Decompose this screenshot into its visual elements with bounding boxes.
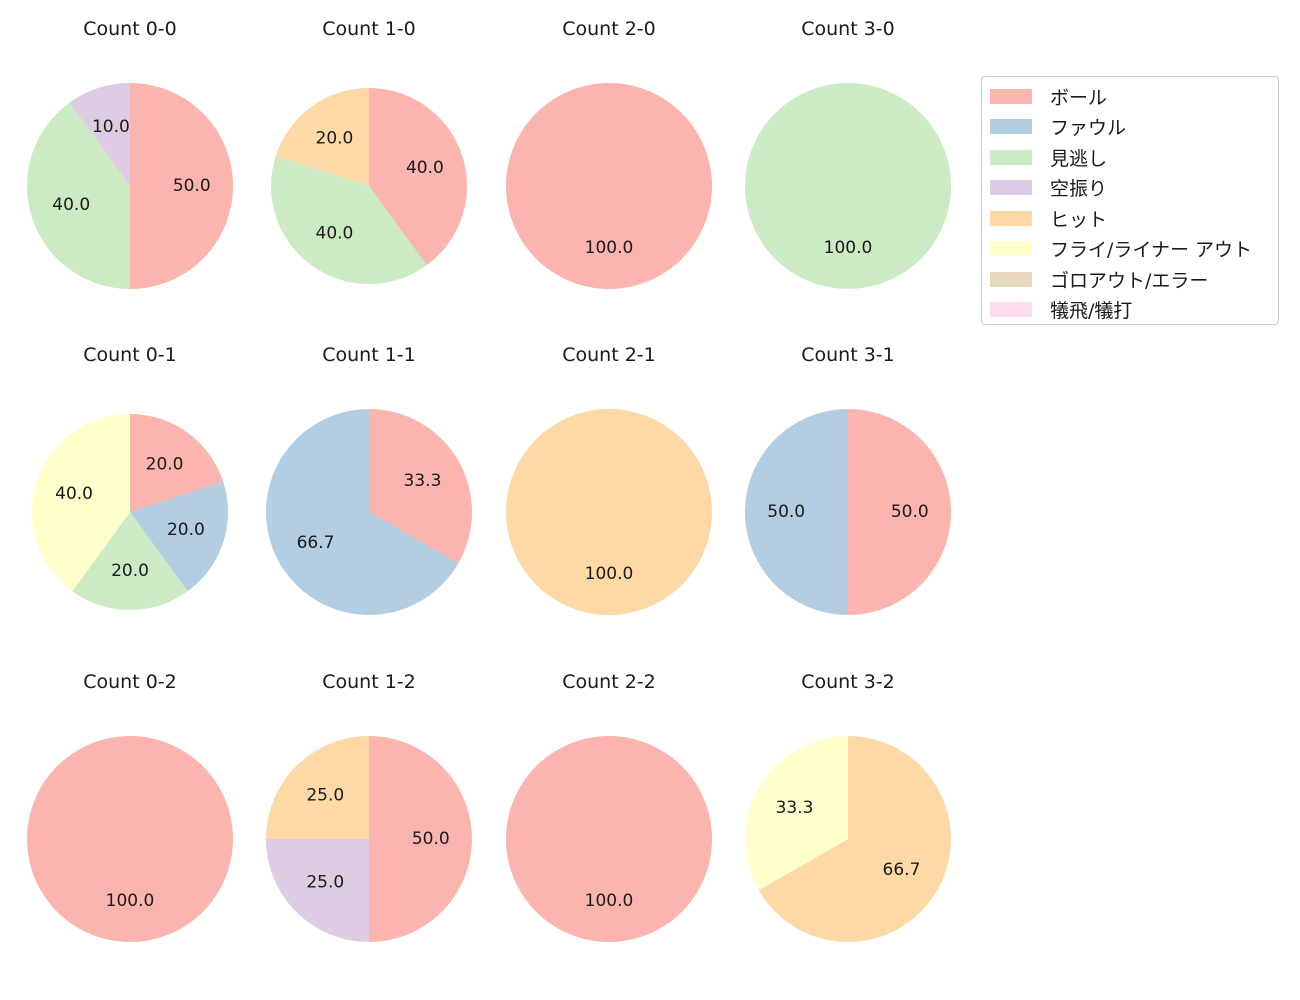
legend-swatch [990,149,1032,165]
pie-slice [745,83,951,289]
pie-slice [266,409,459,616]
slice-label: 100.0 [585,238,634,258]
slice-label: 50.0 [891,502,929,522]
slice-label: 40.0 [406,158,444,178]
pie-count-2-0: Count 2-0 100.0 [506,18,712,289]
legend-swatch [990,180,1032,196]
legend-item: ファウル [982,112,1278,143]
slice-label: 33.3 [776,798,814,818]
slice-label: 66.7 [883,860,921,880]
legend-swatch [990,119,1032,135]
legend-swatch [990,210,1032,226]
slice-label: 100.0 [585,564,634,584]
slice-label: 100.0 [824,238,873,258]
pie-slice [270,155,427,285]
pie-slice [506,83,712,289]
legend-swatch [990,271,1032,287]
pie-slice [369,409,472,564]
pie-slice [745,409,848,615]
slice-label: 33.3 [404,471,442,491]
pie-slice [266,736,369,839]
pie-slice [130,481,228,592]
pie-title: Count 1-1 [322,344,416,366]
slice-label: 40.0 [316,224,354,244]
pie-slice [506,736,712,942]
legend-item: ヒット [982,203,1278,234]
pie-title: Count 0-0 [83,18,177,40]
slice-label: 20.0 [111,561,149,581]
pie-slice [758,736,952,943]
pie-slice [27,102,131,289]
pie-slice [31,414,130,592]
pie-count-2-1: Count 2-1 100.0 [506,344,712,615]
slice-label: 50.0 [173,176,211,196]
legend-label: ヒット [1050,208,1108,231]
pie-slice [848,409,951,615]
legend-label: 犠飛/犠打 [1050,300,1133,323]
pie-title: Count 3-1 [801,344,895,366]
legend-label: ファウル [1050,117,1127,140]
slice-label: 50.0 [412,829,450,849]
pie-title: Count 3-2 [801,671,895,693]
pie-slice [275,88,369,186]
chart-legend: ボールファウル見逃し空振りヒットフライ/ライナー アウト ゴロアウト/エラー 犠飛/… [981,76,1279,325]
pie-title: Count 0-1 [83,344,177,366]
pie-slice [130,83,233,289]
slice-label: 40.0 [55,484,93,504]
pie-count-1-2: Count 1-2 50.0 25.0 25.0 [266,671,472,942]
slice-label: 20.0 [167,520,205,540]
slice-label: 10.0 [92,117,130,137]
slice-label: 66.7 [297,533,335,553]
pie-slice [130,414,224,512]
pie-title: Count 1-2 [322,671,416,693]
legend-item: 犠飛/犠打 [982,295,1278,326]
pie-title: Count 2-1 [562,344,656,366]
slice-label: 40.0 [52,195,90,215]
pie-slice [506,409,712,615]
pie-slice [369,736,472,942]
pie-title: Count 2-0 [562,18,656,40]
slice-label: 20.0 [316,128,354,148]
legend-swatch [990,241,1032,257]
slice-label: 100.0 [585,891,634,911]
pie-count-2-2: Count 2-2 100.0 [506,671,712,942]
legend-item: 空振り [982,173,1278,204]
legend-label: 空振り [1050,178,1108,201]
pie-count-1-1: Count 1-1 33.3 66.7 [266,344,472,616]
pie-count-3-2: Count 3-2 66.7 33.3 [745,671,952,943]
pie-slice [69,83,130,186]
pie-slice [72,512,188,611]
legend-swatch [990,88,1032,104]
legend-label: フライ/ライナー アウト [1050,239,1253,262]
pie-slice [27,736,233,942]
legend-label: 見逃し [1050,147,1108,170]
legend-item: フライ/ライナー アウト [982,234,1278,265]
legend-label: ボール [1050,86,1108,109]
slice-label: 100.0 [106,891,155,911]
pie-count-3-1: Count 3-1 50.0 50.0 [745,344,951,615]
legend-swatch [990,302,1032,318]
pie-count-0-0: Count 0-0 50.0 40.0 10.0 [27,18,233,289]
slice-label: 50.0 [767,502,805,522]
pie-slice [745,736,848,891]
pie-count-0-1: Count 0-1 20.0 20.0 20.0 40.0 [31,344,228,611]
slice-label: 20.0 [146,454,184,474]
pie-title: Count 0-2 [83,671,177,693]
pie-title: Count 1-0 [322,18,416,40]
legend-item: 見逃し [982,142,1278,173]
pie-slice [266,839,369,942]
pie-count-1-0: Count 1-0 40.0 40.0 20.0 [270,18,467,285]
slice-label: 25.0 [306,785,344,805]
pie-count-3-0: Count 3-0 100.0 [745,18,951,289]
legend-item: ボール [982,81,1278,112]
legend-label: ゴロアウト/エラー [1050,269,1209,292]
legend-item: ゴロアウト/エラー [982,264,1278,295]
slice-label: 25.0 [306,873,344,893]
pie-title: Count 3-0 [801,18,895,40]
pie-count-0-2: Count 0-2 100.0 [27,671,233,942]
pie-slice [369,88,467,266]
pie-title: Count 2-2 [562,671,656,693]
